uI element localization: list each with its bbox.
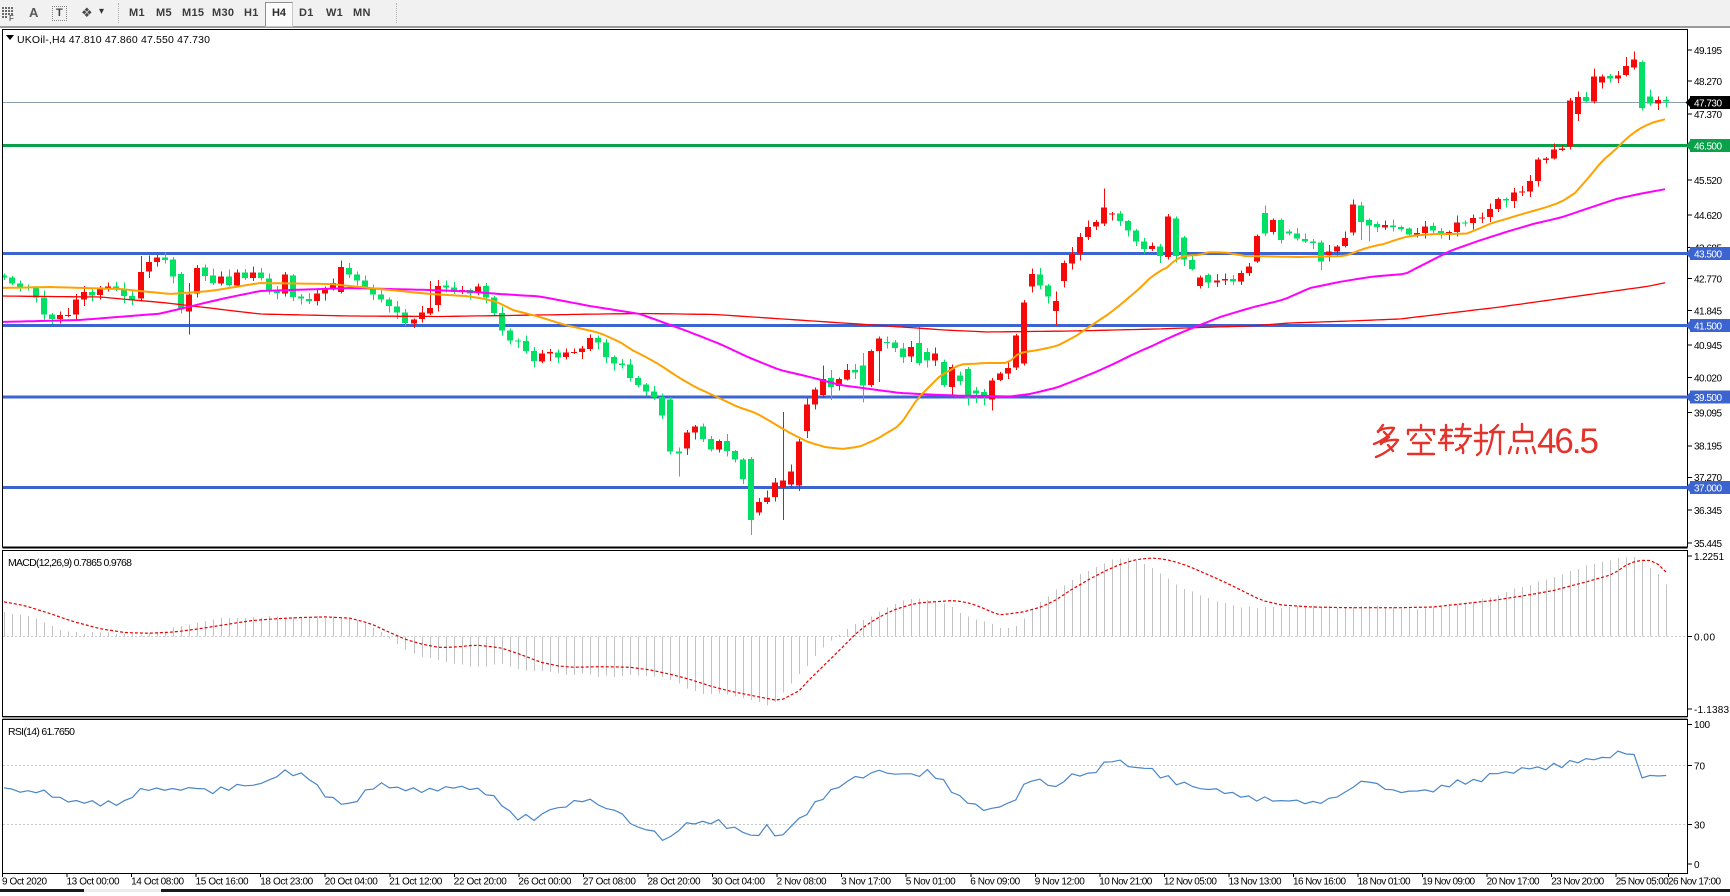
svg-text:39.500: 39.500 — [1694, 393, 1722, 404]
svg-text:F: F — [9, 14, 14, 22]
svg-text:44.620: 44.620 — [1694, 211, 1722, 222]
svg-text:3 Nov 17:00: 3 Nov 17:00 — [841, 877, 891, 888]
svg-text:27 Oct 08:00: 27 Oct 08:00 — [583, 877, 636, 888]
svg-text:0.00: 0.00 — [1694, 632, 1715, 643]
svg-text:40.020: 40.020 — [1694, 373, 1722, 384]
svg-text:15 Oct 16:00: 15 Oct 16:00 — [196, 877, 249, 888]
svg-text:26 Nov 17:00: 26 Nov 17:00 — [1668, 877, 1721, 888]
svg-text:42.770: 42.770 — [1694, 274, 1722, 285]
svg-text:22 Oct 20:00: 22 Oct 20:00 — [454, 877, 507, 888]
svg-text:30 Oct 04:00: 30 Oct 04:00 — [712, 877, 765, 888]
svg-text:70: 70 — [1694, 761, 1705, 772]
svg-text:46.500: 46.500 — [1694, 141, 1722, 152]
svg-text:37.270: 37.270 — [1694, 473, 1722, 484]
svg-text:19 Nov 09:00: 19 Nov 09:00 — [1422, 877, 1475, 888]
svg-text:-1.1383: -1.1383 — [1694, 705, 1729, 716]
svg-text:RSI(14) 61.7650: RSI(14) 61.7650 — [8, 726, 75, 738]
svg-text:6 Nov 09:00: 6 Nov 09:00 — [970, 877, 1020, 888]
svg-text:48.270: 48.270 — [1694, 77, 1722, 88]
svg-text:9 Oct 2020: 9 Oct 2020 — [2, 877, 47, 888]
svg-text:12 Nov 05:00: 12 Nov 05:00 — [1164, 877, 1217, 888]
svg-text:30: 30 — [1694, 820, 1705, 831]
svg-text:41.845: 41.845 — [1694, 306, 1722, 317]
svg-text:18 Nov 01:00: 18 Nov 01:00 — [1358, 877, 1411, 888]
svg-text:47.730: 47.730 — [1694, 98, 1722, 109]
svg-text:2 Nov 08:00: 2 Nov 08:00 — [777, 877, 827, 888]
svg-text:45.520: 45.520 — [1694, 176, 1722, 187]
svg-text:10 Nov 21:00: 10 Nov 21:00 — [1099, 877, 1152, 888]
svg-text:35.445: 35.445 — [1694, 539, 1722, 550]
svg-text:18 Oct 23:00: 18 Oct 23:00 — [260, 877, 313, 888]
svg-text:43.500: 43.500 — [1694, 249, 1722, 260]
svg-text:25 Nov 05:00: 25 Nov 05:00 — [1616, 877, 1669, 888]
svg-text:9 Nov 12:00: 9 Nov 12:00 — [1035, 877, 1085, 888]
svg-text:47.370: 47.370 — [1694, 110, 1722, 121]
svg-text:21 Oct 12:00: 21 Oct 12:00 — [389, 877, 442, 888]
svg-text:23 Nov 20:00: 23 Nov 20:00 — [1551, 877, 1604, 888]
svg-text:38.195: 38.195 — [1694, 442, 1722, 453]
svg-text:20 Oct 04:00: 20 Oct 04:00 — [325, 877, 378, 888]
svg-text:0: 0 — [1694, 860, 1700, 871]
svg-text:13 Oct 00:00: 13 Oct 00:00 — [67, 877, 120, 888]
svg-text:20 Nov 17:00: 20 Nov 17:00 — [1487, 877, 1540, 888]
svg-text:28 Oct 20:00: 28 Oct 20:00 — [648, 877, 701, 888]
svg-text:MACD(12,26,9) 0.7865 0.9768: MACD(12,26,9) 0.7865 0.9768 — [8, 557, 132, 569]
svg-text:41.500: 41.500 — [1694, 321, 1722, 332]
svg-text:37.000: 37.000 — [1694, 483, 1722, 494]
svg-text:40.945: 40.945 — [1694, 341, 1722, 352]
svg-text:UKOil-,H4 47.810 47.860 47.55: UKOil-,H4 47.810 47.860 47.550 47.730 — [17, 34, 210, 46]
svg-text:46.5: 46.5 — [1537, 422, 1599, 461]
svg-text:16 Nov 16:00: 16 Nov 16:00 — [1293, 877, 1346, 888]
svg-text:100: 100 — [1694, 720, 1710, 731]
svg-text:36.345: 36.345 — [1694, 506, 1722, 517]
svg-text:1.2251: 1.2251 — [1694, 552, 1724, 563]
svg-text:26 Oct 00:00: 26 Oct 00:00 — [518, 877, 571, 888]
svg-text:39.095: 39.095 — [1694, 408, 1722, 419]
svg-text:5 Nov 01:00: 5 Nov 01:00 — [906, 877, 956, 888]
svg-text:13 Nov 13:00: 13 Nov 13:00 — [1229, 877, 1282, 888]
svg-text:49.195: 49.195 — [1694, 46, 1722, 57]
svg-text:14 Oct 08:00: 14 Oct 08:00 — [131, 877, 184, 888]
